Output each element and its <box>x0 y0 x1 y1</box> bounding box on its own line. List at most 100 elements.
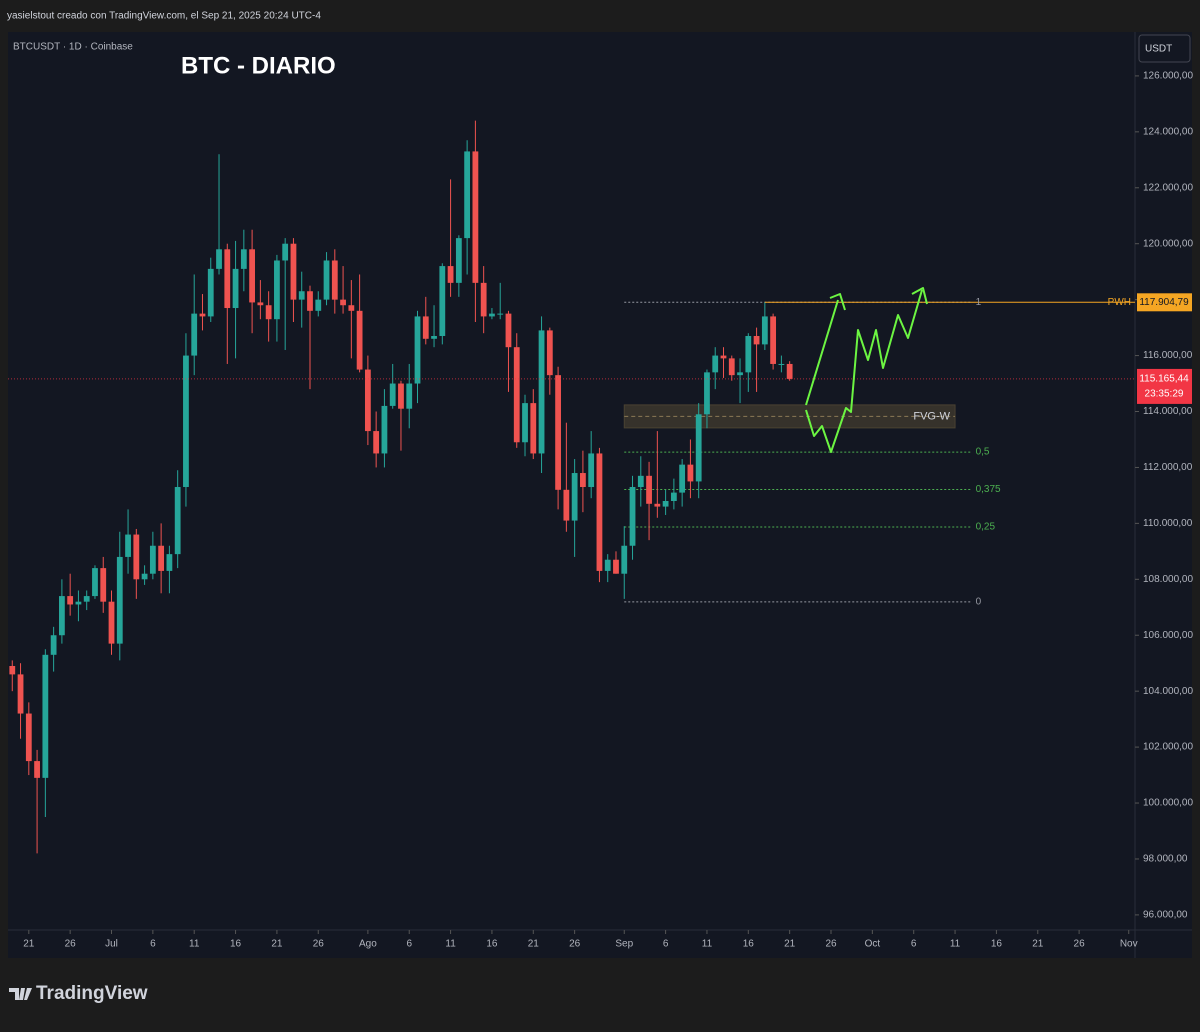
pwh-price-box <box>1137 293 1192 312</box>
candle-body <box>704 372 710 415</box>
x-tick-label: 11 <box>702 939 713 950</box>
candle-body <box>224 249 231 309</box>
y-tick-label: 96.000,00 <box>1143 910 1188 921</box>
candle-body <box>331 260 338 300</box>
footer-logo-text: TradingView <box>36 983 148 1004</box>
candle-body <box>373 431 380 454</box>
y-tick-label: 102.000,00 <box>1143 742 1193 753</box>
candle-body <box>530 403 537 454</box>
candle-body <box>249 249 255 303</box>
candle-body <box>274 260 280 320</box>
fib-label: 0,375 <box>976 484 1001 495</box>
chart-title: BTC - DIARIO <box>181 52 336 79</box>
x-tick-label: 11 <box>950 939 961 950</box>
candle-body <box>439 266 446 336</box>
candle-body <box>778 363 785 365</box>
arrow-head <box>829 293 846 311</box>
candle-body <box>323 260 330 300</box>
candle-body <box>596 453 603 571</box>
candle-body <box>174 487 181 555</box>
candle-body <box>298 291 305 300</box>
candle-body <box>75 601 82 605</box>
x-tick-label: 6 <box>150 939 156 950</box>
fvg-label: FVG-W <box>913 410 950 422</box>
candle-body <box>687 464 694 482</box>
candle-body <box>414 316 421 384</box>
candle-body <box>364 369 371 432</box>
candle-body <box>166 554 173 571</box>
candle-body <box>497 313 504 315</box>
candle-body <box>563 489 570 521</box>
candle-body <box>83 596 90 602</box>
logo-mark <box>9 988 32 1000</box>
candle-body <box>753 335 760 345</box>
candle-body <box>546 330 553 376</box>
candle-body <box>108 601 115 644</box>
candle-body <box>646 475 652 504</box>
candle-body <box>199 313 206 317</box>
pwh-price-label: 117.904,79 <box>1139 297 1189 308</box>
symbol-label: BTCUSDT · 1D · Coinbase <box>13 42 133 53</box>
candle-body <box>257 302 264 306</box>
currency-label: USDT <box>1145 44 1172 55</box>
candle-body <box>431 335 437 339</box>
candle-body <box>389 383 396 406</box>
candle-body <box>505 313 512 348</box>
x-tick-label: 21 <box>271 939 283 950</box>
candle-body <box>745 335 752 373</box>
y-tick-label: 120.000,00 <box>1143 238 1193 249</box>
candle-body <box>116 556 123 644</box>
x-tick-label: 11 <box>189 939 200 950</box>
x-tick-label: 21 <box>1032 939 1044 950</box>
pwh-name: PWH <box>1108 297 1131 308</box>
x-tick-label: Nov <box>1120 939 1138 950</box>
x-tick-label: 21 <box>784 939 796 950</box>
x-tick-label: 16 <box>486 939 498 950</box>
y-tick-label: 114.000,00 <box>1143 406 1193 417</box>
x-tick-label: 16 <box>991 939 1003 950</box>
candle-body <box>58 596 65 636</box>
candle-body <box>670 492 677 501</box>
candle-body <box>232 268 239 309</box>
candle-body <box>737 372 743 376</box>
candle-body <box>158 545 165 571</box>
candle-body <box>25 713 32 762</box>
candle-body <box>290 243 297 300</box>
candle-body <box>538 330 545 454</box>
y-tick-label: 106.000,00 <box>1143 630 1193 641</box>
candle-body <box>191 313 198 356</box>
candle-body <box>513 347 520 443</box>
candle-body <box>464 151 471 239</box>
y-tick-label: 110.000,00 <box>1143 518 1193 529</box>
candle-body <box>662 500 669 507</box>
candle-body <box>149 545 156 574</box>
x-tick-label: Jul <box>105 939 118 950</box>
y-tick-label: 124.000,00 <box>1143 126 1193 137</box>
x-tick-label: 16 <box>743 939 755 950</box>
last-price-label: 115.165,44 <box>1139 374 1189 385</box>
candle-body <box>9 665 16 675</box>
x-tick-label: 6 <box>406 939 412 950</box>
fib-label: 0,25 <box>976 522 996 533</box>
y-tick-label: 100.000,00 <box>1143 798 1193 809</box>
candle-body <box>17 674 24 714</box>
candle-body <box>588 453 595 488</box>
candle-body <box>183 355 189 488</box>
arrow-line <box>805 299 839 406</box>
candle-body <box>695 414 702 482</box>
candle-body <box>770 316 777 364</box>
candle-body <box>125 534 131 557</box>
fib-label: 0 <box>976 597 982 608</box>
x-tick-label: Ago <box>359 939 377 950</box>
candle-body <box>621 545 628 574</box>
y-tick-label: 104.000,00 <box>1143 686 1193 697</box>
x-tick-label: 26 <box>1074 939 1086 950</box>
x-tick-label: 6 <box>663 939 669 950</box>
arrow-line <box>805 289 923 453</box>
y-tick-label: 126.000,00 <box>1143 71 1193 82</box>
plot-area <box>8 120 1135 854</box>
y-tick-label: 122.000,00 <box>1143 182 1193 193</box>
candle-body <box>92 568 98 597</box>
candle-body <box>712 355 719 373</box>
candle-body <box>282 243 289 261</box>
